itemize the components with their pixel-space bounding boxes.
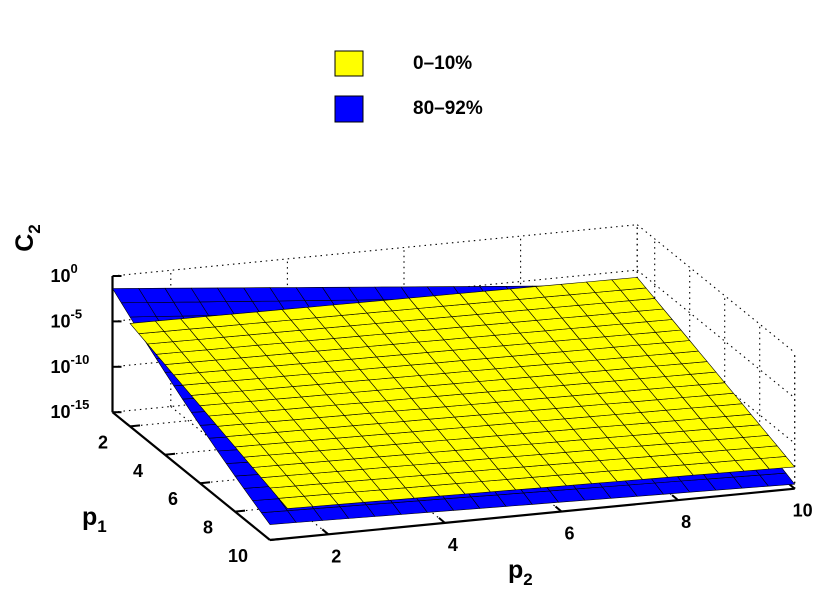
y-tick (671, 494, 679, 501)
legend-swatch-blue (334, 95, 364, 123)
legend-label-blue: 80–92% (413, 98, 483, 119)
y-tick (438, 517, 446, 524)
legend-item-blue[interactable]: 80–92% (334, 95, 483, 123)
right-wall-grid-line (636, 269, 796, 399)
z-tick-label: 100 (51, 261, 78, 286)
back-wall-grid-line (112, 224, 638, 277)
z-tick-label: 10-5 (51, 306, 83, 331)
y-tick-label: 4 (448, 535, 458, 555)
x-tick (269, 538, 281, 541)
legend-swatch-yellow (334, 50, 364, 77)
y-tick-label: 2 (331, 546, 341, 566)
surface-yellow (129, 277, 796, 509)
x-tick-label: 10 (228, 546, 248, 566)
axes (111, 275, 796, 542)
x-axis-title: p1 (82, 503, 107, 536)
tick-labels: 100 10-5 10-10 10-15 2 4 6 8 10 2 4 6 8 10 (51, 261, 813, 566)
y-tick-label: 10 (793, 501, 813, 521)
x-tick-label: 8 (203, 518, 213, 538)
legend-label-yellow: 0–10% (413, 53, 472, 74)
y-axis-line (269, 487, 795, 542)
surface-yellow-cell (611, 277, 647, 291)
right-wall-grid-line (636, 224, 796, 353)
y-axis-title: p2 (508, 556, 533, 589)
z-axis-title: C2 (11, 224, 44, 252)
x-tick (234, 509, 246, 513)
legend-item-yellow[interactable]: 0–10% (334, 50, 472, 77)
y-tick (321, 528, 329, 536)
x-tick-label: 6 (168, 489, 178, 509)
y-tick (554, 505, 563, 513)
floor-grid-line (170, 406, 329, 535)
x-tick (199, 481, 211, 485)
x-tick-label: 4 (133, 461, 143, 481)
surfaces (112, 277, 796, 525)
y-tick-label: 8 (681, 512, 691, 532)
z-tick-label: 10-10 (51, 352, 90, 377)
x-tick-label: 2 (98, 432, 108, 452)
z-tick-label: 10-15 (51, 397, 90, 422)
x-axis-line (111, 411, 271, 541)
x-tick (129, 424, 141, 428)
legend: 0–10% 80–92% (334, 50, 483, 123)
x-tick (164, 452, 176, 456)
y-tick-label: 6 (564, 524, 574, 544)
